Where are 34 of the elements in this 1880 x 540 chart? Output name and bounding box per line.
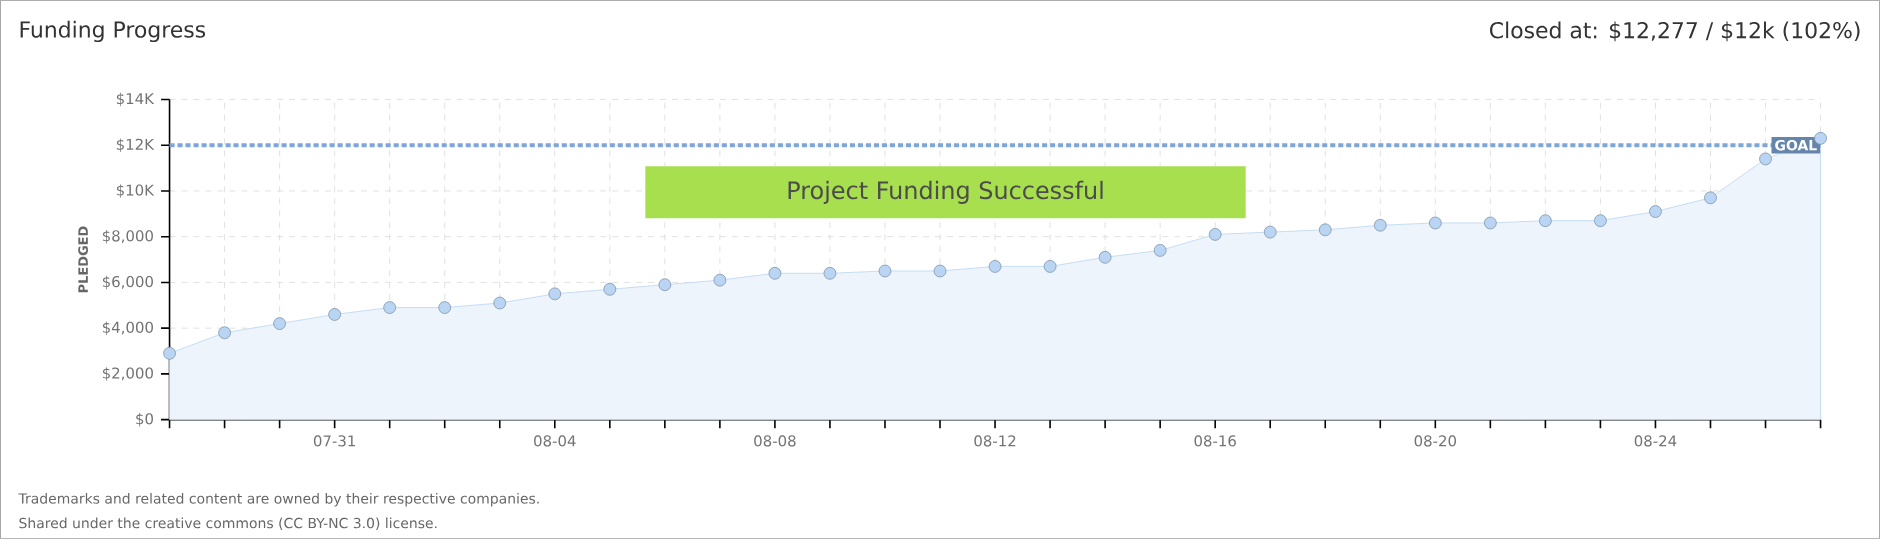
point (1539, 214, 1552, 228)
point (1153, 244, 1167, 258)
point (383, 301, 397, 315)
point (1373, 219, 1387, 233)
point (1704, 191, 1717, 205)
point (218, 326, 231, 340)
point (1043, 260, 1057, 274)
point (933, 265, 947, 278)
point (493, 297, 507, 310)
point (1263, 226, 1277, 239)
point (1318, 223, 1332, 237)
point (603, 283, 617, 297)
text: Closed at: $12,277 / $12k (102%) (1490, 21, 1860, 42)
point (988, 260, 1002, 274)
point (273, 317, 286, 331)
point (1483, 217, 1497, 230)
point (328, 308, 342, 322)
point (1814, 132, 1827, 146)
chart-title: Funding Progress (20, 21, 206, 43)
point (823, 267, 837, 281)
point (1759, 152, 1772, 166)
point (768, 267, 782, 281)
point (1594, 214, 1607, 228)
point (1098, 251, 1112, 265)
point (438, 301, 452, 315)
point (548, 287, 562, 301)
point (713, 274, 727, 287)
point (878, 265, 892, 278)
point (163, 347, 176, 361)
point (1208, 228, 1222, 242)
point (658, 278, 672, 292)
point (1649, 205, 1662, 219)
annotation: Project Funding Successful (788, 181, 1103, 205)
point (1428, 217, 1442, 230)
